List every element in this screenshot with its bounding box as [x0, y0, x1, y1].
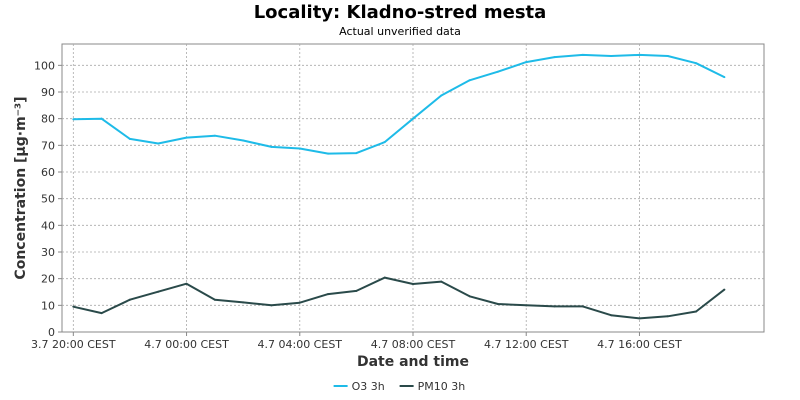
data-point: [242, 139, 245, 142]
y-tick-label: 10: [41, 299, 55, 312]
legend-label: PM10 3h: [418, 380, 466, 393]
data-point: [72, 118, 75, 121]
data-point: [440, 280, 443, 283]
data-point: [100, 117, 103, 120]
y-tick-label: 50: [41, 193, 55, 206]
x-axis-ticks: 3.7 20:00 CEST 4.7 00:00 CEST 4.7 04:00 CE…: [31, 332, 682, 351]
x-tick-label: 3.7 20:00 CEST: [31, 338, 116, 351]
y-axis-label: Concentration [µg·m⁻³]: [13, 96, 29, 279]
data-point: [440, 94, 443, 97]
x-tick-label: 4.7 12:00 CEST: [484, 338, 569, 351]
chart-subtitle: Actual unverified data: [339, 25, 461, 38]
data-point: [695, 310, 698, 313]
series-line-1: [73, 276, 726, 320]
data-point: [298, 147, 301, 150]
data-point: [327, 152, 330, 155]
data-point: [723, 76, 726, 79]
x-tick-label: 4.7 08:00 CEST: [371, 338, 456, 351]
y-tick-label: 70: [41, 139, 55, 152]
data-point: [666, 315, 669, 318]
data-point: [610, 314, 613, 317]
data-point: [185, 136, 188, 139]
data-point: [355, 152, 358, 155]
data-point: [100, 312, 103, 315]
data-point: [128, 298, 131, 301]
data-point: [72, 305, 75, 308]
y-tick-label: 30: [41, 246, 55, 259]
grid-lines: [62, 44, 764, 332]
data-point: [327, 293, 330, 296]
x-axis-label: Date and time: [357, 354, 469, 370]
data-point: [610, 55, 613, 57]
y-tick-label: 0: [48, 326, 55, 339]
data-point: [553, 305, 556, 308]
data-point: [638, 317, 641, 320]
y-tick-label: 90: [41, 86, 55, 99]
data-point: [213, 298, 216, 301]
data-point: [157, 142, 160, 145]
y-tick-label: 100: [34, 59, 55, 72]
data-point: [581, 305, 584, 308]
y-tick-label: 80: [41, 113, 55, 126]
x-tick-label: 4.7 16:00 CEST: [597, 338, 682, 351]
data-point: [185, 282, 188, 285]
series-lines: [72, 53, 726, 320]
data-point: [298, 301, 301, 304]
x-tick-label: 4.7 00:00 CEST: [144, 338, 229, 351]
data-point: [270, 304, 273, 307]
data-point: [666, 55, 669, 57]
data-point: [383, 141, 386, 144]
data-point: [581, 53, 584, 56]
data-point: [128, 137, 131, 140]
y-tick-label: 40: [41, 219, 55, 232]
data-point: [525, 304, 528, 307]
data-point: [355, 289, 358, 292]
data-point: [638, 53, 641, 56]
data-point: [695, 62, 698, 65]
chart-title: Locality: Kladno-stred mesta: [254, 2, 547, 23]
legend-label: O3 3h: [352, 380, 385, 393]
data-point: [723, 288, 726, 291]
y-tick-label: 20: [41, 273, 55, 286]
series-line-0: [73, 53, 725, 155]
data-point: [213, 134, 216, 137]
data-point: [468, 295, 471, 298]
y-tick-label: 60: [41, 166, 55, 179]
data-point: [383, 276, 386, 279]
x-tick-label: 4.7 04:00 CEST: [258, 338, 343, 351]
data-point: [157, 290, 160, 293]
data-point: [242, 301, 245, 304]
y-axis-ticks: 0 10 20 30 40 50 60 70 80 90 100: [34, 59, 62, 339]
data-point: [525, 61, 528, 64]
legend: O3 3h PM10 3h: [333, 380, 466, 393]
data-point: [553, 56, 556, 59]
data-point: [412, 117, 414, 120]
data-point: [496, 70, 499, 73]
data-point: [468, 79, 471, 82]
data-point: [496, 303, 499, 305]
data-point: [270, 145, 273, 148]
data-point: [412, 283, 414, 285]
